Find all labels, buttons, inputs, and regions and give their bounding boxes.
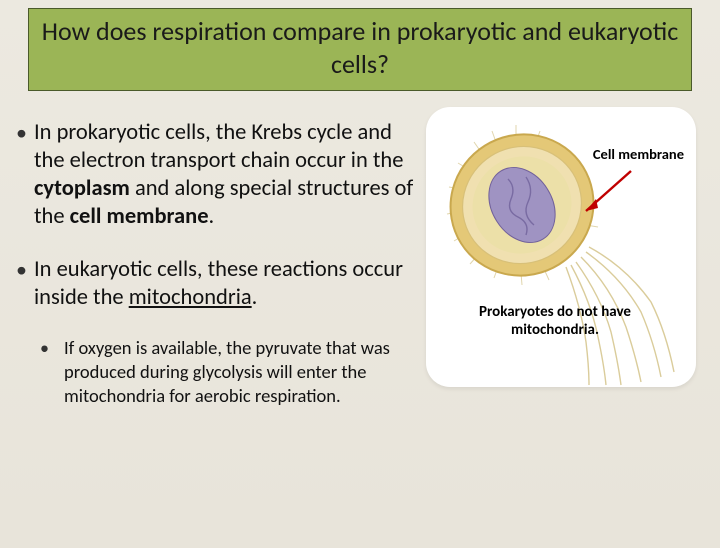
text-bold: cytoplasm [34, 175, 130, 202]
text-run: . [209, 203, 215, 230]
label-cell-membrane: Cell membrane [593, 147, 684, 163]
bullet-marker: • [12, 256, 34, 312]
title-box: How does respiration compare in prokaryo… [28, 8, 692, 91]
text-run: . [252, 284, 258, 311]
bullet-marker: • [12, 119, 34, 232]
bullet-item: • In eukaryotic cells, these reactions o… [12, 256, 426, 312]
slide-title: How does respiration compare in prokaryo… [39, 15, 681, 80]
sub-bullet-item: • If oxygen is available, the pyruvate t… [38, 336, 426, 408]
bullet-marker: • [38, 336, 64, 408]
bullet-text: In prokaryotic cells, the Krebs cycle an… [34, 119, 426, 232]
diagram-caption: Prokaryotes do not have mitochondria. [426, 303, 696, 339]
bullet-text: In eukaryotic cells, these reactions occ… [34, 256, 426, 312]
prokaryote-diagram: Cell membrane Prokaryotes do not have mi… [426, 107, 696, 387]
diagram-column: Cell membrane Prokaryotes do not have mi… [432, 119, 712, 408]
text-run: In prokaryotic cells, the Krebs cycle an… [34, 119, 403, 174]
text-column: • In prokaryotic cells, the Krebs cycle … [12, 119, 432, 408]
bullet-item: • In prokaryotic cells, the Krebs cycle … [12, 119, 426, 232]
content-row: • In prokaryotic cells, the Krebs cycle … [0, 91, 720, 408]
text-bold: cell membrane [70, 203, 209, 230]
sub-bullet-text: If oxygen is available, the pyruvate tha… [64, 336, 426, 408]
text-underline: mitochondria [129, 284, 252, 311]
